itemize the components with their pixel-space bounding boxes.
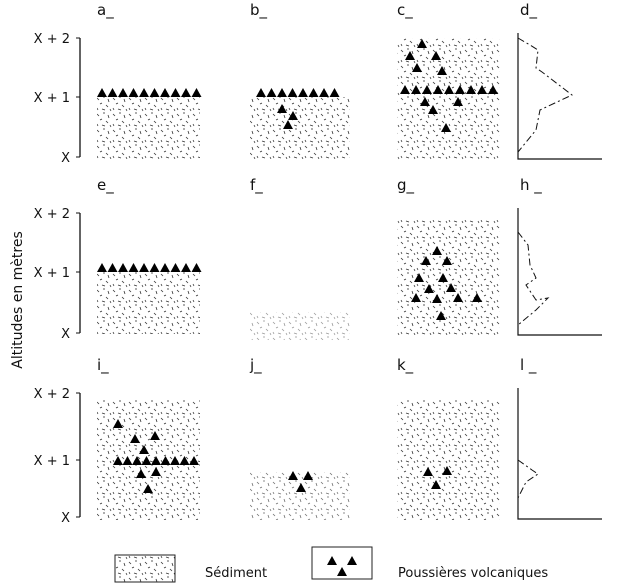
volcanic-dust [337,567,347,576]
volcanic-dust [309,88,319,97]
volcanic-dust [347,556,357,565]
volcanic-dust [118,263,128,272]
panel-label: g_ [397,176,415,195]
legend-sediment-swatch [115,555,175,582]
scale-label: X + 1 [34,454,70,469]
volcanic-dust [192,263,202,272]
scale-label: X + 1 [34,91,70,106]
volcanic-dust [256,88,266,97]
sediment [97,272,200,334]
panel-label: b_ [250,1,268,20]
volcanic-dust [181,88,191,97]
volcanic-dust [160,263,170,272]
volcanic-dust [330,88,340,97]
scale-label: X + 1 [34,266,70,281]
volcanic-dust [97,88,107,97]
panel-label: i_ [97,356,109,375]
volcanic-dust [97,263,107,272]
legend-sediment-label: Sédiment [205,566,267,581]
panel-label: h _ [520,176,542,195]
scale-label: X + 2 [34,32,70,47]
volcanic-dust [171,263,181,272]
volcanic-dust [267,88,277,97]
sediment [250,312,350,340]
volcanic-dust [319,88,329,97]
sediment [397,400,500,520]
profile-axis [518,33,602,159]
profile-curve [518,460,538,498]
volcanic-dust [108,88,118,97]
figure: Altitudes en mètres Sédiment Poussières … [0,0,617,586]
volcanic-dust [129,263,139,272]
volcanic-dust [150,88,160,97]
panel-label: e_ [97,176,114,195]
volcanic-dust [150,263,160,272]
panel-label: a_ [97,1,114,20]
panel-label: l _ [520,356,537,375]
volcanic-dust [327,556,337,565]
profile-curve [518,38,572,152]
profile-axis [518,208,602,335]
panel-label: f_ [250,176,263,195]
volcanic-dust [129,88,139,97]
scale-label: X [61,327,70,342]
axis-title: Altitudes en mètres [10,231,26,368]
scale-label: X [61,511,70,526]
volcanic-dust [277,88,287,97]
volcanic-dust [181,263,191,272]
legend-volcanic-label: Poussières volcaniques [398,566,548,581]
sediment [97,97,200,159]
profile-curve [518,232,548,325]
volcanic-dust [192,88,202,97]
sediment [397,220,500,335]
volcanic-dust [160,88,170,97]
sediment [250,97,350,159]
profile-axis [518,388,602,519]
scale-label: X + 2 [34,387,70,402]
scale-label: X + 2 [34,207,70,222]
sediment [250,472,350,520]
volcanic-dust [139,88,149,97]
volcanic-dust [171,88,181,97]
volcanic-dust [298,88,308,97]
scale-label: X [61,151,70,166]
volcanic-dust [108,263,118,272]
panel-label: k_ [397,356,414,375]
volcanic-dust [118,88,128,97]
volcanic-dust [139,263,149,272]
volcanic-dust [288,88,298,97]
panel-label: d_ [520,1,538,20]
panel-label: j_ [249,356,262,375]
panel-label: c_ [397,1,413,20]
